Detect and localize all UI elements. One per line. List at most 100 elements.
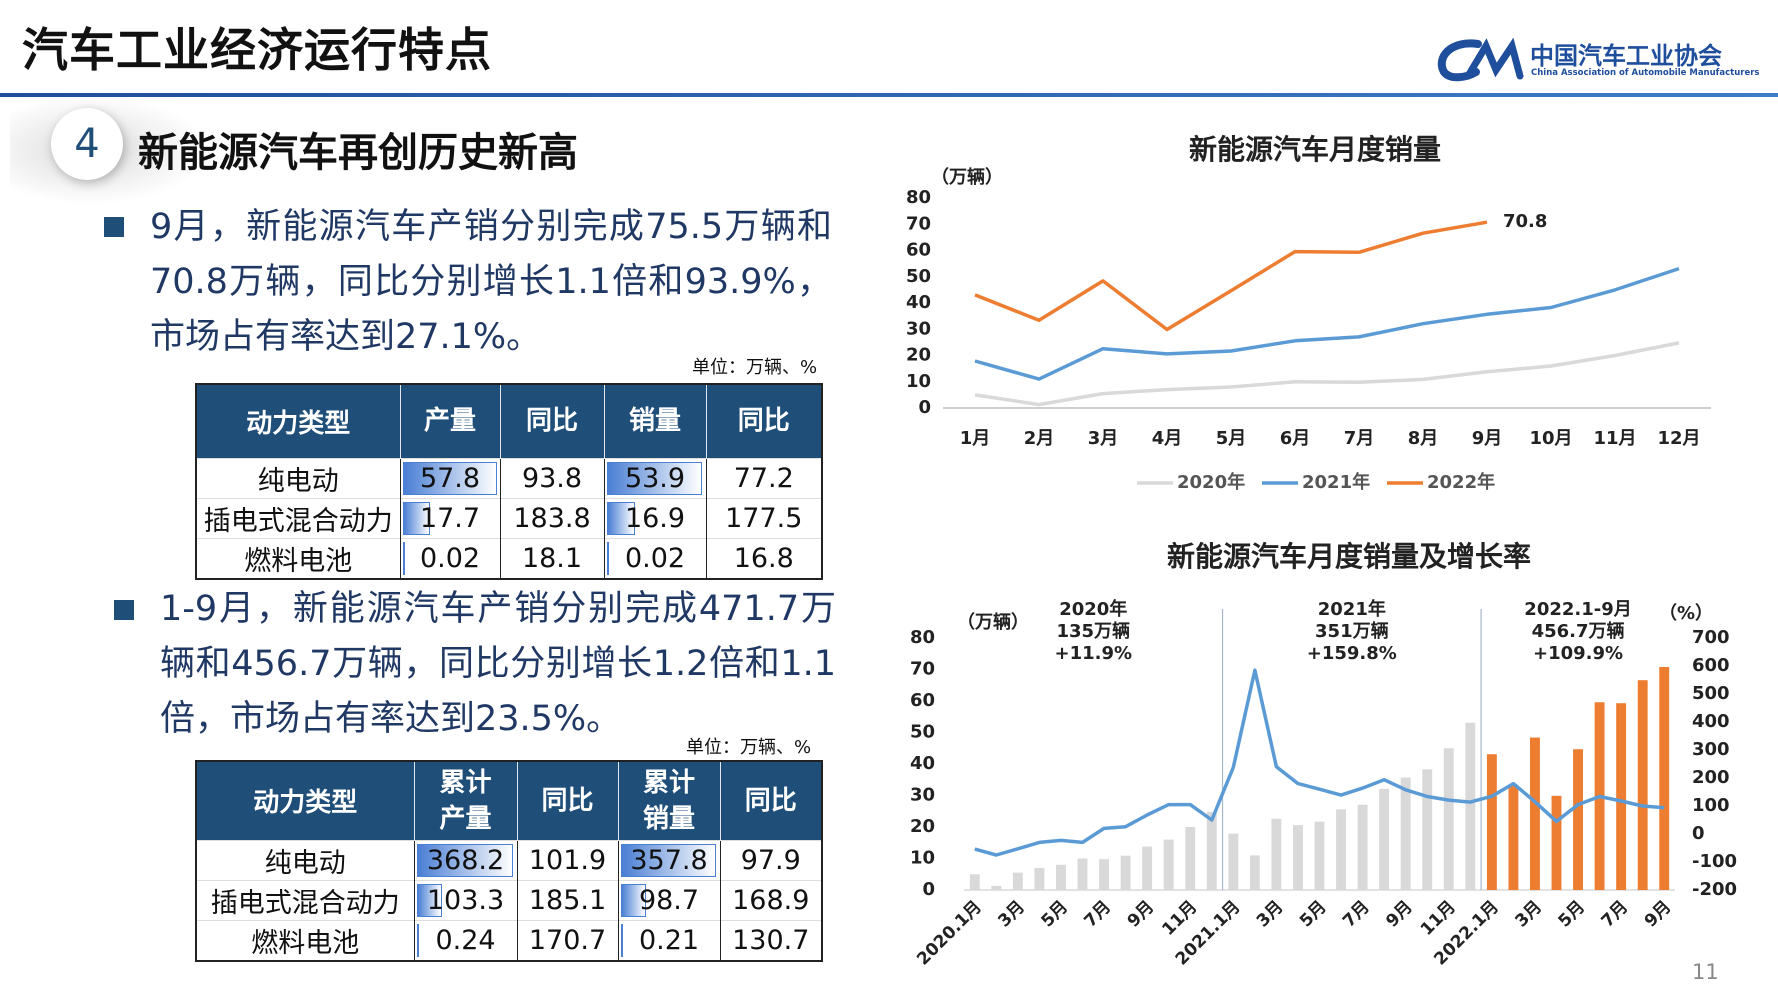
- data-bar: [402, 541, 405, 575]
- cell-text: 93.8: [521, 462, 583, 494]
- bar: [1077, 858, 1088, 890]
- section-title: 新能源汽车再创历史新高: [138, 130, 578, 176]
- cell-text: 燃料电池: [251, 927, 360, 959]
- y-tick-label: 60: [906, 240, 931, 261]
- bar: [1659, 666, 1670, 890]
- y-axis-unit: （万辆）: [931, 166, 1003, 188]
- table-unit: 单位：万辆、%: [692, 357, 818, 378]
- y2-tick-label: -200: [1692, 879, 1737, 900]
- body-row: 燃料电池 0.24 170.7 0.21 130.7: [196, 919, 822, 961]
- table-cell: 177.5: [705, 497, 822, 538]
- data-bar: [606, 461, 703, 495]
- annotation: 351万辆: [1315, 620, 1389, 642]
- y2-tick-label: 200: [1692, 767, 1730, 788]
- table-unit: 单位：万辆、%: [686, 737, 812, 758]
- table-cell: 57.8: [399, 457, 500, 498]
- bar: [1206, 811, 1217, 890]
- annotation: 135万辆: [1056, 620, 1130, 642]
- table-cell: 16.8: [705, 537, 822, 579]
- header-cell: 累计产量: [413, 761, 517, 840]
- y-tick-label: 50: [906, 266, 931, 287]
- cell-text: 0.24: [435, 924, 496, 956]
- body-row: 插电式混合动力 17.7 183.8 16.9 177.5: [196, 497, 822, 538]
- x-tick-label: 10月: [1529, 428, 1572, 449]
- header-title: 汽车工业经济运行特点: [22, 23, 492, 77]
- cell-text: 纯电动: [264, 847, 346, 879]
- x-tick-label: 6月: [1280, 428, 1311, 449]
- body-row: 燃料电池 0.02 18.1 0.02 16.8: [196, 537, 822, 579]
- bar: [1336, 809, 1347, 890]
- data-bar: [416, 843, 514, 877]
- header-cell: 同比: [719, 761, 822, 840]
- table-cell: 53.9: [603, 457, 706, 498]
- bar: [1465, 722, 1476, 890]
- table-cell: 插电式混合动力: [196, 879, 414, 920]
- y-tick-label: 40: [910, 753, 935, 774]
- cell-text: 燃料电池: [244, 545, 353, 577]
- x-tick-label: 7月: [1344, 428, 1375, 449]
- x-tick-label: 3月: [1511, 897, 1546, 932]
- cell-text: 18.1: [521, 542, 583, 574]
- x-tick-label: 2月: [1024, 428, 1055, 449]
- cell-text: 170.7: [528, 924, 607, 956]
- cell-text: 183.8: [513, 502, 591, 534]
- bar: [1055, 864, 1066, 890]
- series-line: [974, 266, 1680, 381]
- y-tick-label: 0: [918, 397, 931, 418]
- header-cell: 动力类型: [196, 384, 400, 458]
- y2-tick-label: 100: [1692, 795, 1730, 816]
- y-tick-label: 70: [906, 213, 931, 234]
- data-table: 动力类型 累计产量 同比 累计销量 同比 纯电动 368.2 101.9 357.8 97.9 插电…: [195, 760, 823, 962]
- annotation: 2021年: [1318, 598, 1386, 620]
- x-tick-label: 5月: [1037, 897, 1072, 932]
- bar: [1357, 804, 1368, 890]
- y-tick-label: 70: [910, 659, 935, 680]
- annotation: 2020年: [1059, 598, 1127, 620]
- y-tick-label: 10: [906, 371, 931, 392]
- cell-text: 185.1: [528, 884, 607, 916]
- table-cell: 插电式混合动力: [196, 497, 400, 538]
- chart-title: 新能源汽车月度销量及增长率: [1167, 540, 1531, 573]
- table-cell: 0.02: [399, 537, 500, 579]
- header-row: 动力类型 产量 同比 销量 同比: [196, 384, 822, 458]
- y-tick-label: 60: [910, 690, 935, 711]
- bar: [1637, 680, 1648, 890]
- cell-text: 98.7: [638, 884, 700, 916]
- bar: [1099, 859, 1110, 890]
- x-tick-label: 1月: [960, 428, 991, 449]
- x-tick-label: 7月: [1339, 897, 1374, 932]
- data-bar: [416, 923, 419, 957]
- paragraph: 1-9月，新能源汽车产销分别完成471.7万辆和456.7万辆，同比分别增长1.…: [160, 589, 836, 739]
- cell-text: 53.9: [624, 462, 686, 494]
- header-cell: 产量: [399, 384, 500, 458]
- data-label: 70.8: [1503, 211, 1547, 232]
- table-cell: 纯电动: [196, 457, 400, 498]
- header-cell: 累计销量: [617, 761, 720, 840]
- y-axis-unit: （万辆）: [957, 611, 1029, 633]
- annotation: 456.7万辆: [1532, 620, 1625, 642]
- data-bar: [402, 501, 430, 535]
- bar: [1573, 749, 1584, 890]
- body-row: 插电式混合动力 103.3 185.1 98.7 168.9: [196, 879, 822, 920]
- body-row: 纯电动 368.2 101.9 357.8 97.9: [196, 839, 822, 880]
- x-tick-label: 12月: [1657, 428, 1700, 449]
- x-tick-label: 8月: [1408, 428, 1439, 449]
- bar: [1012, 872, 1023, 890]
- cell-text: 101.9: [528, 844, 607, 876]
- cell-text: 357.8: [630, 844, 708, 876]
- y-tick-label: 20: [906, 345, 931, 366]
- table-cell: 0.21: [617, 919, 720, 961]
- header-cell: 同比: [705, 384, 822, 458]
- bar: [1616, 703, 1627, 890]
- series-line: [974, 341, 1680, 407]
- y-tick-label: 10: [910, 848, 935, 869]
- cell-text: 16.9: [624, 502, 686, 534]
- y2-tick-label: 600: [1692, 655, 1730, 676]
- x-tick-label: 5月: [1296, 897, 1331, 932]
- y-tick-label: 30: [910, 785, 935, 806]
- data-bar: [606, 541, 609, 575]
- y-tick-label: 40: [906, 292, 931, 313]
- table-cell: 183.8: [499, 497, 604, 538]
- annotation: +11.9%: [1055, 643, 1133, 664]
